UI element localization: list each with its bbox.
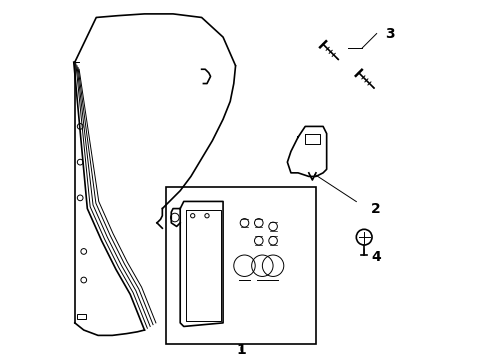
Bar [165, 187, 315, 344]
Bar [77, 314, 85, 319]
Text: 4: 4 [370, 250, 380, 264]
Text: 3: 3 [385, 27, 394, 41]
Text: 1: 1 [236, 343, 245, 357]
Text: 2: 2 [370, 202, 380, 216]
